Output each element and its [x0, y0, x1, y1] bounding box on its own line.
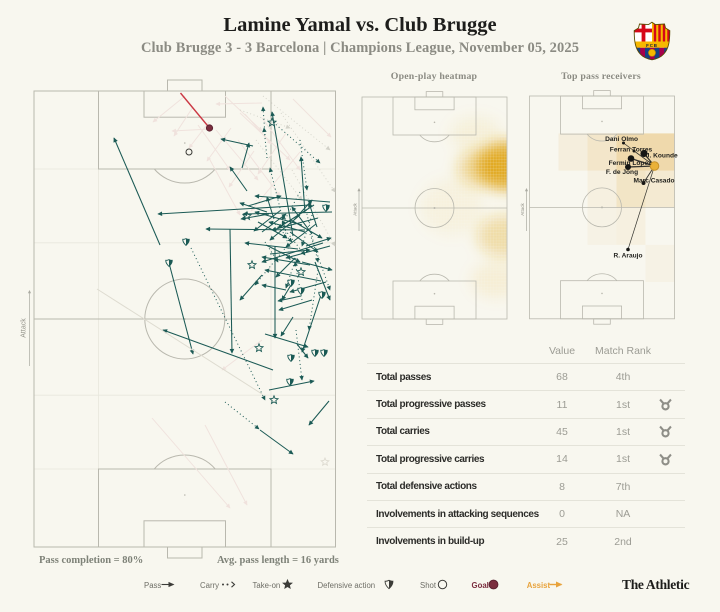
- svg-text:Defensive action: Defensive action: [318, 581, 376, 590]
- svg-text:Take-on: Take-on: [253, 581, 281, 590]
- svg-text:Attack: Attack: [352, 203, 357, 216]
- svg-text:Dani Olmo: Dani Olmo: [605, 136, 638, 143]
- svg-text:Attack: Attack: [21, 318, 28, 338]
- svg-text:R. Araujo: R. Araujo: [613, 253, 642, 260]
- svg-text:J. Kounde: J. Kounde: [646, 153, 678, 160]
- svg-text:Assist: Assist: [527, 581, 551, 590]
- svg-text:Shot: Shot: [420, 581, 437, 590]
- svg-text:Marc Casado: Marc Casado: [633, 177, 674, 184]
- svg-text:F. de Jong: F. de Jong: [606, 169, 638, 176]
- svg-text:Fermin Lopez: Fermin Lopez: [609, 160, 653, 167]
- svg-text:FCB: FCB: [646, 43, 658, 48]
- svg-text:Ferran Torres: Ferran Torres: [610, 146, 653, 153]
- svg-text:Attack: Attack: [520, 203, 525, 216]
- svg-text:Pass: Pass: [144, 581, 161, 590]
- svg-text:Carry: Carry: [200, 581, 219, 590]
- svg-text:Goal: Goal: [472, 581, 489, 590]
